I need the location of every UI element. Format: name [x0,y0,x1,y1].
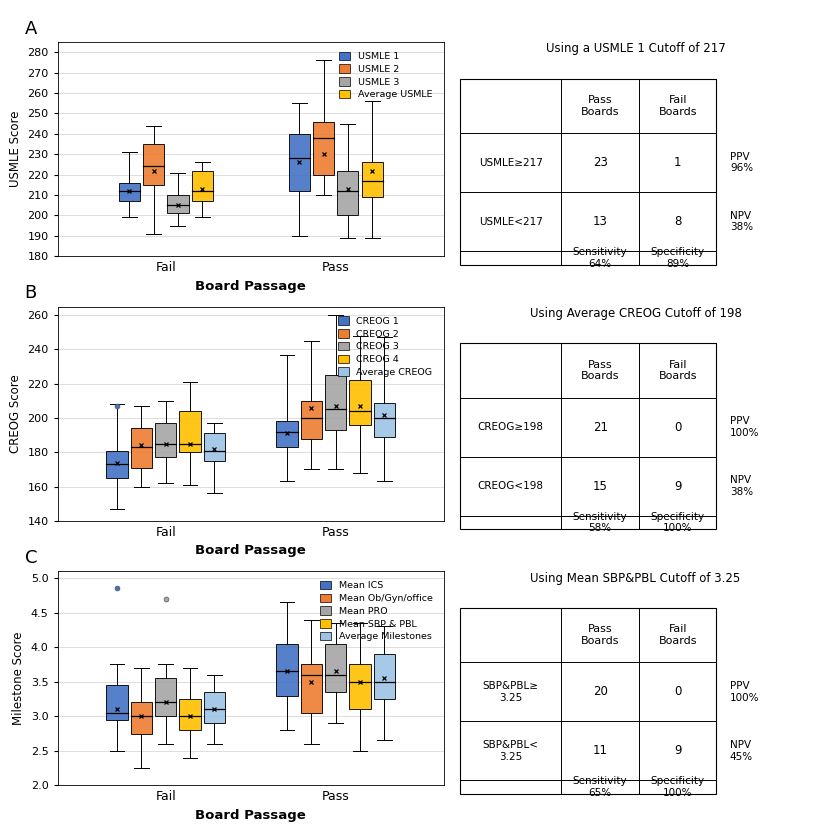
Text: Pass
Boards: Pass Boards [581,624,620,646]
Bar [204,433,225,461]
Text: PPV
100%: PPV 100% [730,417,760,438]
Text: NPV
45%: NPV 45% [730,740,753,762]
Bar [337,171,358,215]
X-axis label: Board Passage: Board Passage [196,280,306,292]
Bar [460,344,717,529]
Bar [131,428,152,468]
Bar [276,643,298,696]
Bar [204,692,225,723]
Text: PPV
96%: PPV 96% [730,152,753,173]
Text: 15: 15 [593,480,607,492]
Bar [313,122,335,175]
Text: Specificity
89%: Specificity 89% [651,247,704,269]
Bar [106,685,127,720]
Text: PPV
100%: PPV 100% [730,681,760,702]
Text: Fail
Boards: Fail Boards [658,95,697,117]
Text: 21: 21 [593,421,607,433]
Bar [349,381,371,425]
Text: 20: 20 [593,685,607,698]
Text: USMLE<217: USMLE<217 [479,217,543,227]
Bar [301,664,322,713]
Bar [289,134,310,191]
Text: NPV
38%: NPV 38% [730,211,753,233]
Text: 11: 11 [593,744,607,757]
Text: Sensitivity
58%: Sensitivity 58% [573,512,627,533]
Text: Specificity
100%: Specificity 100% [651,776,704,798]
Text: 1: 1 [674,156,681,169]
Text: 0: 0 [674,421,681,433]
Bar [276,422,298,447]
Bar [155,679,177,717]
Text: 23: 23 [593,156,607,169]
Y-axis label: Milestone Score: Milestone Score [12,632,25,725]
Bar [460,79,717,265]
Bar [179,411,201,452]
Bar [374,402,395,437]
Text: Sensitivity
65%: Sensitivity 65% [573,776,627,798]
Legend: CREOG 1, CREOG 2, CREOG 3, CREOG 4, Average CREOG: CREOG 1, CREOG 2, CREOG 3, CREOG 4, Aver… [335,313,436,380]
Text: Pass
Boards: Pass Boards [581,95,620,117]
Legend: USMLE 1, USMLE 2, USMLE 3, Average USMLE: USMLE 1, USMLE 2, USMLE 3, Average USMLE [336,49,436,102]
Text: 9: 9 [674,480,681,492]
Bar [106,450,127,478]
Text: USMLE≥217: USMLE≥217 [479,158,543,167]
Bar [362,162,383,197]
X-axis label: Board Passage: Board Passage [196,809,306,822]
Text: SBP&PBL<
3.25: SBP&PBL< 3.25 [483,740,539,762]
Bar [460,608,717,794]
Text: Using Mean SBP&PBL Cutoff of 3.25: Using Mean SBP&PBL Cutoff of 3.25 [530,571,741,585]
Y-axis label: CREOG Score: CREOG Score [9,375,21,453]
Text: 9: 9 [674,744,681,757]
Text: CREOG≥198: CREOG≥198 [478,423,544,432]
Text: A: A [25,20,37,38]
Text: C: C [25,549,37,567]
Text: Specificity
100%: Specificity 100% [651,512,704,533]
Text: B: B [25,285,37,302]
Y-axis label: USMLE Score: USMLE Score [9,111,21,187]
Bar [325,375,346,430]
Text: SBP&PBL≥
3.25: SBP&PBL≥ 3.25 [483,681,539,702]
Bar [301,401,322,438]
Bar [349,664,371,710]
Text: Using Average CREOG Cutoff of 198: Using Average CREOG Cutoff of 198 [529,307,741,320]
Bar [325,643,346,692]
Text: Fail
Boards: Fail Boards [658,360,697,381]
Bar [374,654,395,699]
Bar [155,423,177,458]
Text: Fail
Boards: Fail Boards [658,624,697,646]
Bar [131,702,152,733]
Bar [118,183,140,201]
Text: Sensitivity
64%: Sensitivity 64% [573,247,627,269]
Bar [179,699,201,730]
Bar [192,171,213,201]
Text: Pass
Boards: Pass Boards [581,360,620,381]
Bar [167,195,188,213]
Text: 8: 8 [674,215,681,228]
Text: NPV
38%: NPV 38% [730,475,753,497]
Legend: Mean ICS, Mean Ob/Gyn/office, Mean PRO, Mean SBP & PBL, Average Milestones: Mean ICS, Mean Ob/Gyn/office, Mean PRO, … [316,578,436,644]
Text: 0: 0 [674,685,681,698]
Bar [143,144,164,185]
Text: Using a USMLE 1 Cutoff of 217: Using a USMLE 1 Cutoff of 217 [546,42,726,55]
Text: 13: 13 [593,215,607,228]
X-axis label: Board Passage: Board Passage [196,544,306,557]
Text: CREOG<198: CREOG<198 [478,481,544,491]
